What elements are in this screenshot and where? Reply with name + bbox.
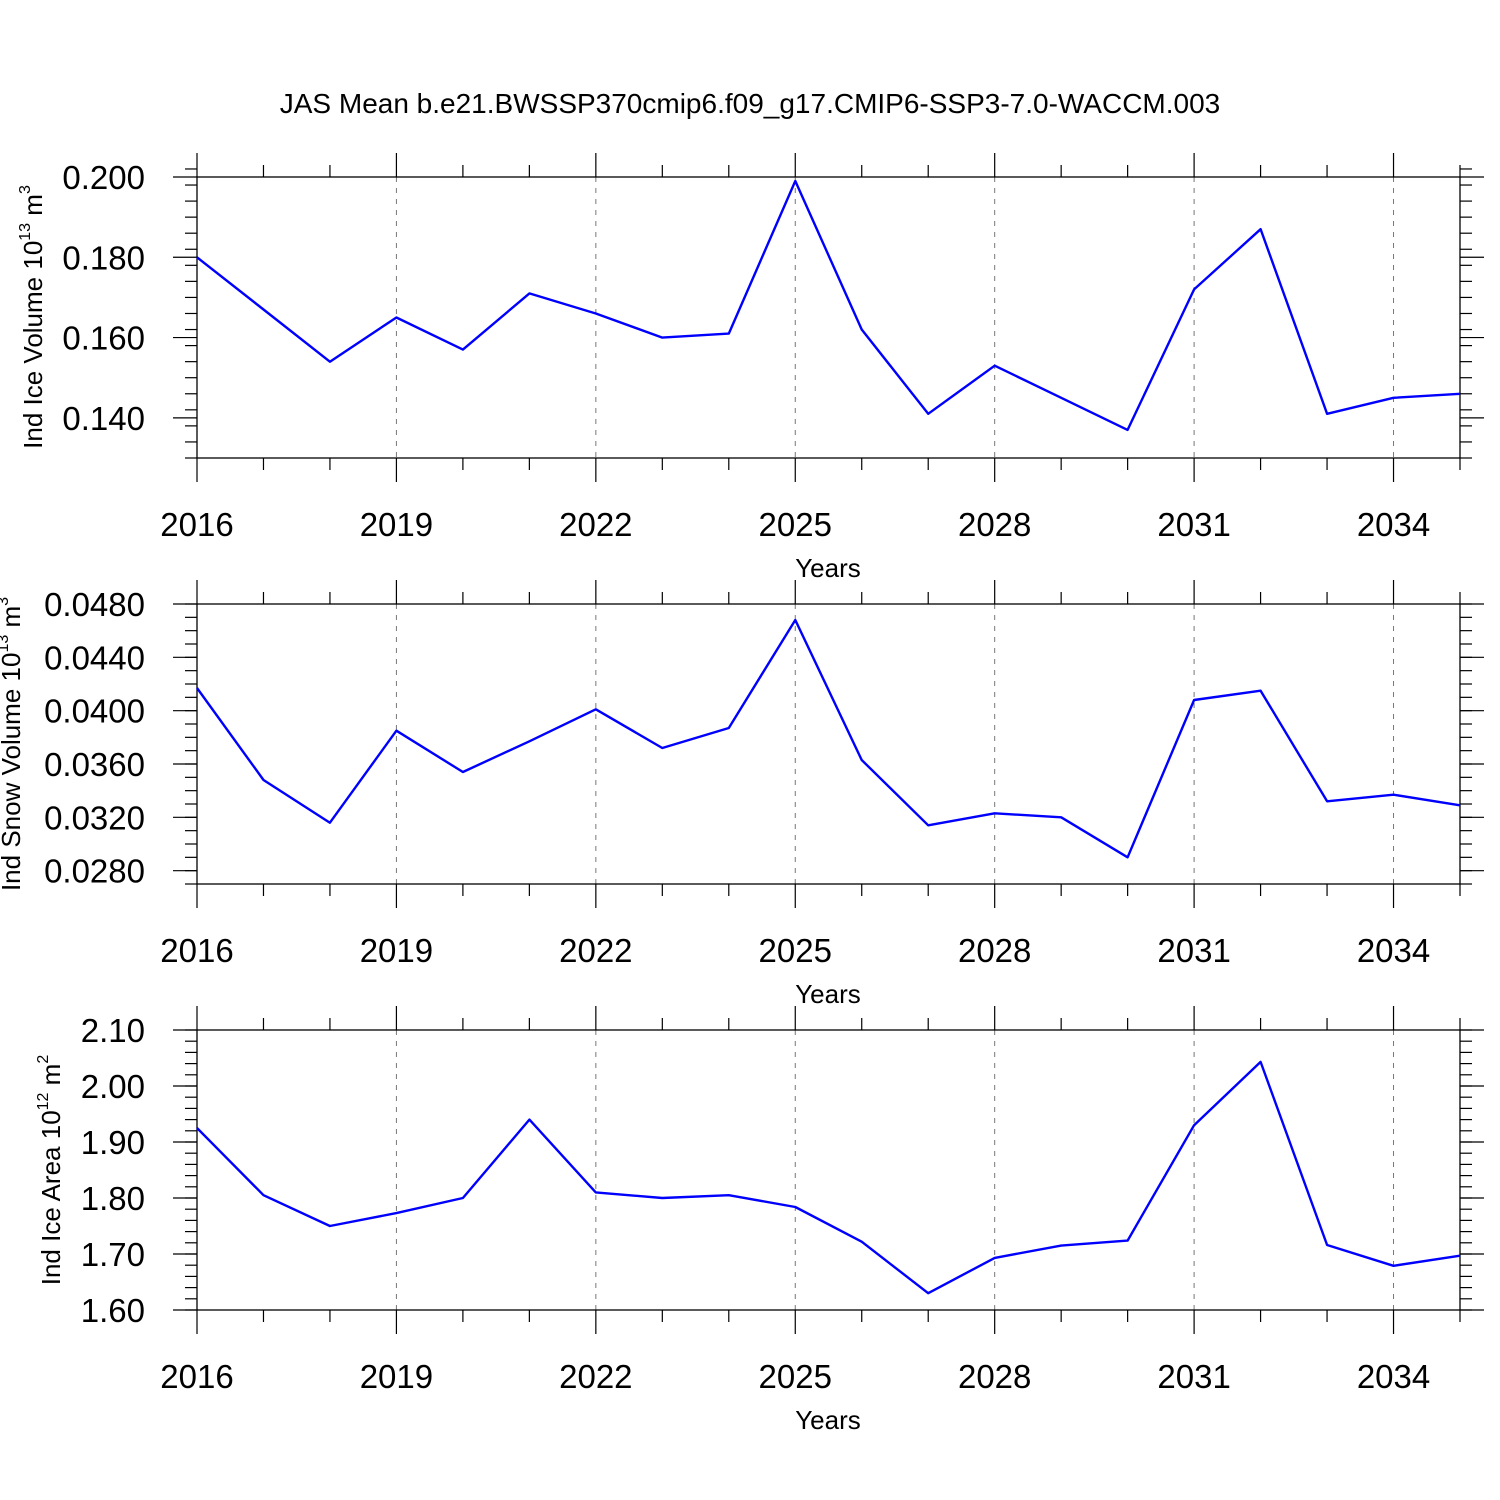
x-axis-title: Years (795, 553, 861, 583)
figure-title: JAS Mean b.e21.BWSSP370cmip6.f09_g17.CMI… (280, 88, 1221, 119)
y-tick-label: 0.140 (62, 400, 145, 437)
y-tick-label: 0.0480 (44, 586, 145, 623)
x-tick-label: 2016 (160, 506, 233, 543)
y-tick-label: 0.0440 (44, 639, 145, 676)
plot-frame (196, 176, 1461, 459)
y-axis-title: Ind Snow Volume 1013 m3 (0, 597, 26, 891)
panel-3: 2016 2019 2022 2025 2028 2031 2034 Years 1.60 1.7… (35, 1006, 1484, 1435)
x-tick-label: 2022 (559, 506, 632, 543)
x-tick-label: 2028 (958, 932, 1031, 969)
x-tick-label: 2034 (1357, 932, 1430, 969)
y-tick-label: 0.0320 (44, 799, 145, 836)
x-tick-label: 2028 (958, 1358, 1031, 1395)
x-tick-label: 2034 (1357, 1358, 1430, 1395)
x-tick-label: 2025 (759, 1358, 832, 1395)
y-tick-label: 0.0360 (44, 746, 145, 783)
y-tick-label: 1.70 (81, 1236, 145, 1273)
y-tick-label: 1.90 (81, 1124, 145, 1161)
x-tick-label: 2034 (1357, 506, 1430, 543)
x-tick-label: 2031 (1157, 506, 1230, 543)
y-axis-title: Ind Ice Area 1012 m2 (35, 1055, 66, 1286)
x-tick-label: 2019 (360, 932, 433, 969)
y-tick-label: 0.200 (62, 159, 145, 196)
y-tick-label: 1.60 (81, 1292, 145, 1329)
y-tick-label: 0.180 (62, 239, 145, 276)
y-tick-label: 2.10 (81, 1012, 145, 1049)
panel-1: 2016 2019 2022 2025 2028 2031 2034 Years 0.140 0.… (17, 153, 1484, 583)
y-tick-label: 1.80 (81, 1180, 145, 1217)
x-tick-label: 2016 (160, 932, 233, 969)
x-tick-label: 2019 (360, 506, 433, 543)
y-tick-label: 2.00 (81, 1068, 145, 1105)
x-tick-label: 2031 (1157, 932, 1230, 969)
y-tick-label: 0.0400 (44, 693, 145, 730)
panel-2: 2016 2019 2022 2025 2028 2031 2034 Years 0.0280 0… (0, 580, 1484, 1009)
x-tick-label: 2022 (559, 932, 632, 969)
x-tick-label: 2022 (559, 1358, 632, 1395)
series-line (196, 618, 1461, 859)
plot-frame (196, 603, 1461, 885)
x-tick-label: 2025 (759, 506, 832, 543)
series-line (196, 179, 1461, 432)
x-axis-title: Years (795, 979, 861, 1009)
series-line (196, 1060, 1461, 1295)
x-tick-label: 2031 (1157, 1358, 1230, 1395)
y-tick-label: 0.160 (62, 320, 145, 357)
y-tick-label: 0.0280 (44, 853, 145, 890)
x-axis-title: Years (795, 1405, 861, 1435)
y-axis-title: Ind Ice Volume 1013 m3 (17, 185, 48, 449)
x-tick-label: 2016 (160, 1358, 233, 1395)
x-tick-label: 2025 (759, 932, 832, 969)
plot-frame (196, 1029, 1461, 1311)
x-tick-label: 2019 (360, 1358, 433, 1395)
x-tick-label: 2028 (958, 506, 1031, 543)
